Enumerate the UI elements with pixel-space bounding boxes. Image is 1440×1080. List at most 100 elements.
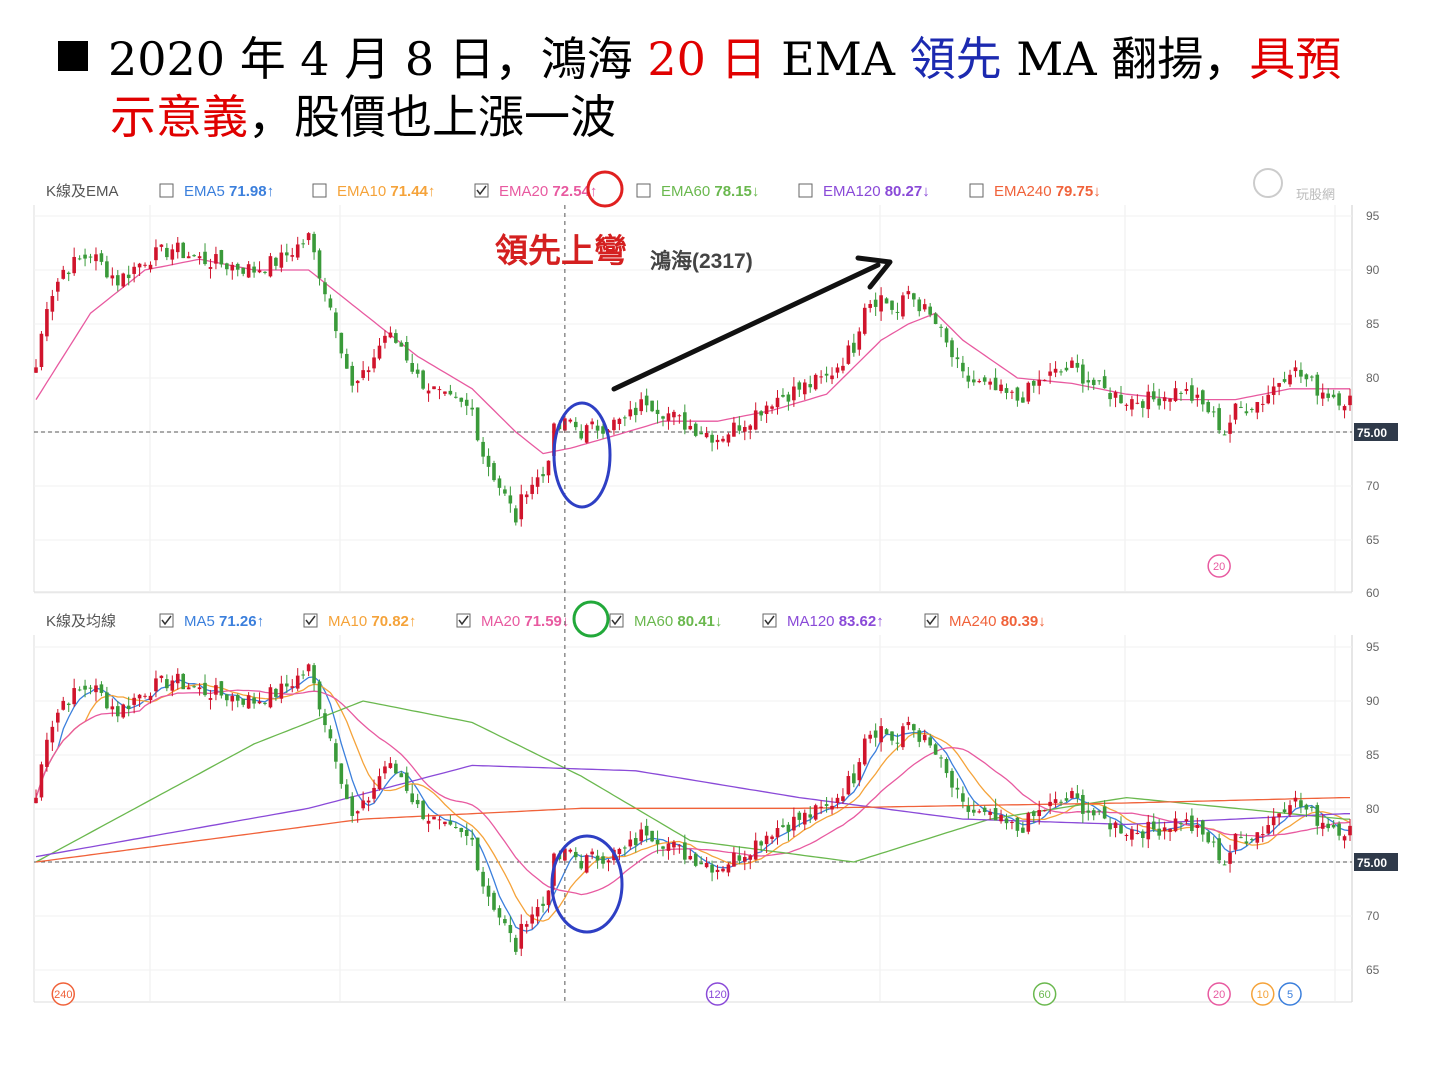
candle-body bbox=[541, 903, 545, 906]
candle bbox=[628, 831, 633, 850]
candle-body bbox=[1337, 393, 1341, 406]
candle bbox=[677, 414, 682, 424]
candle-body bbox=[677, 415, 682, 417]
candle-body bbox=[1173, 818, 1178, 832]
candle bbox=[203, 243, 207, 266]
ma5-line bbox=[35, 676, 1351, 932]
candle bbox=[1217, 833, 1221, 864]
candle-body bbox=[770, 836, 774, 839]
candle-body bbox=[1097, 810, 1101, 812]
candle bbox=[802, 809, 807, 831]
candle-body bbox=[1102, 806, 1107, 819]
candle-body bbox=[857, 762, 862, 781]
candle-body bbox=[857, 331, 862, 350]
legend-item: MA120 83.62↑ bbox=[787, 613, 884, 630]
candle-body bbox=[1310, 806, 1314, 808]
candle bbox=[1130, 826, 1134, 847]
candle-body bbox=[1217, 838, 1221, 861]
candle bbox=[132, 262, 136, 283]
candle-body bbox=[830, 375, 834, 380]
candle-body bbox=[1299, 369, 1303, 377]
candle bbox=[1184, 382, 1189, 395]
legend-label: EMA10 bbox=[337, 183, 390, 200]
candle bbox=[415, 793, 420, 808]
candle-body bbox=[961, 362, 965, 372]
candle bbox=[1342, 404, 1347, 419]
candle bbox=[1124, 403, 1129, 411]
candle bbox=[655, 830, 660, 854]
candle-body bbox=[683, 412, 687, 430]
legend-item: MA20 71.59↓ bbox=[481, 613, 569, 630]
panel-title: K線及EMA bbox=[46, 183, 119, 200]
candle-body bbox=[606, 860, 611, 863]
candle-body bbox=[66, 272, 71, 275]
candle bbox=[852, 764, 856, 788]
candle-body bbox=[443, 821, 447, 825]
candle bbox=[862, 303, 867, 336]
checkbox-check-icon bbox=[476, 185, 487, 196]
candle-body bbox=[1315, 805, 1320, 826]
candle-body bbox=[1015, 817, 1020, 831]
candle-body bbox=[824, 373, 829, 376]
candle bbox=[339, 332, 344, 359]
candle-body bbox=[715, 869, 720, 873]
candle bbox=[748, 424, 753, 440]
candle bbox=[884, 728, 889, 735]
candle-body bbox=[1141, 401, 1145, 408]
candle bbox=[328, 294, 333, 311]
candle-body bbox=[154, 678, 158, 692]
candle bbox=[977, 809, 982, 814]
candle-body bbox=[1091, 810, 1096, 816]
candle-body bbox=[764, 835, 769, 845]
candle-body bbox=[475, 407, 480, 441]
candle-body bbox=[1228, 852, 1232, 864]
candle bbox=[186, 682, 191, 690]
candle bbox=[181, 673, 186, 690]
candle-body bbox=[454, 396, 458, 398]
candle-body bbox=[541, 474, 545, 477]
candle-body bbox=[1162, 827, 1167, 832]
candle bbox=[497, 475, 502, 496]
candle bbox=[1053, 361, 1058, 378]
candle-body bbox=[317, 250, 322, 279]
candle bbox=[1135, 824, 1140, 835]
candle bbox=[61, 696, 66, 711]
candle-body bbox=[470, 837, 474, 840]
candle-body bbox=[852, 773, 856, 784]
candle bbox=[568, 418, 573, 424]
candle-body bbox=[1184, 388, 1189, 391]
candle-body bbox=[590, 421, 594, 425]
candle-body bbox=[895, 742, 900, 744]
candle-body bbox=[639, 399, 644, 412]
candle bbox=[879, 718, 883, 752]
candle bbox=[1266, 815, 1271, 835]
candle-body bbox=[775, 828, 780, 838]
candle bbox=[1026, 811, 1031, 835]
candle-body bbox=[715, 439, 720, 443]
candle bbox=[1250, 407, 1254, 413]
candle bbox=[601, 852, 605, 869]
title-line-2-part-0: 示意義 bbox=[110, 90, 248, 144]
candle-body bbox=[105, 692, 109, 709]
candle bbox=[546, 890, 551, 913]
candle-body bbox=[197, 687, 202, 690]
panel-title: K線及均線 bbox=[46, 613, 116, 630]
candle bbox=[1168, 398, 1172, 411]
candle bbox=[819, 370, 823, 384]
candle bbox=[170, 675, 175, 697]
candle bbox=[813, 803, 818, 821]
candle-body bbox=[274, 257, 278, 266]
candle-body bbox=[710, 864, 714, 873]
candle bbox=[971, 800, 976, 817]
legend-value: 79.75 bbox=[1056, 183, 1094, 200]
candle-body bbox=[361, 370, 365, 378]
candle bbox=[1021, 821, 1025, 834]
candle-body bbox=[1288, 805, 1292, 815]
candle bbox=[541, 466, 545, 483]
candle bbox=[388, 326, 393, 339]
candle bbox=[1277, 813, 1281, 826]
candle bbox=[530, 906, 534, 929]
candle-body bbox=[1075, 793, 1080, 799]
title-line-1-part-0: 2020 年 4 月 8 日，鴻海 bbox=[108, 32, 648, 86]
candle-body bbox=[312, 665, 316, 684]
